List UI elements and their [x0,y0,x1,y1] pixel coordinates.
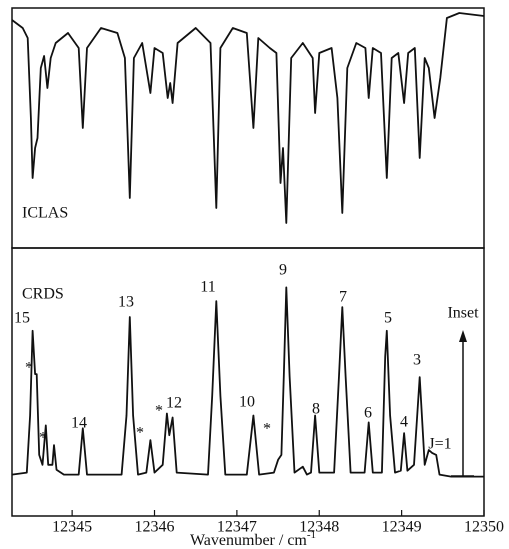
x-tick-label: 12350 [464,519,504,536]
peak-label: 7 [339,289,347,306]
peak-label: J=1 [428,436,451,453]
peak-label: Inset [447,305,479,322]
peak-label: 6 [364,405,372,422]
x-tick-label: 12348 [299,519,339,536]
peak-label: * [136,425,144,442]
x-tick-label: 12349 [382,519,422,536]
peak-label: * [25,360,33,377]
peak-label: 3 [413,352,421,369]
x-axis-title-text: Wavenumber / cm [190,532,307,549]
peak-label: 14 [71,415,87,432]
peak-label: 5 [384,310,392,327]
peak-label: 12 [166,395,182,412]
peak-label: * [263,421,271,438]
x-axis-title: Wavenumber / cm-1 [190,529,316,549]
peak-label: 8 [312,401,320,418]
panel-label: ICLAS [22,205,68,222]
peak-label: 9 [279,262,287,279]
x-axis-title-sup: -1 [307,529,316,541]
spectrum-trace [11,286,484,478]
x-tick-label: 12346 [135,519,175,536]
peak-label: * [39,430,47,447]
peak-label: 10 [239,394,255,411]
peak-label: 11 [200,279,215,296]
peak-label: 15 [14,310,30,327]
x-tick-label: 12345 [52,519,92,536]
spectrum-trace [11,12,485,224]
peak-label: 13 [118,294,134,311]
crds-frame [11,247,485,517]
x-tick-label: 12347 [217,519,257,536]
peak-label: 4 [400,414,408,431]
panel-label: CRDS [22,286,64,303]
peak-label: * [155,403,163,420]
inset-arrow [451,330,474,477]
